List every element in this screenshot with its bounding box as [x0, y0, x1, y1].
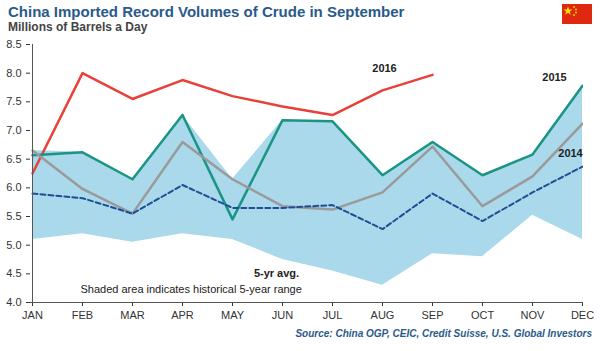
svg-text:AUG: AUG: [371, 309, 395, 321]
svg-text:MAR: MAR: [120, 309, 145, 321]
svg-text:2016: 2016: [372, 62, 396, 74]
svg-text:2014: 2014: [558, 147, 583, 159]
svg-text:8.5: 8.5: [6, 38, 21, 50]
svg-text:4.0: 4.0: [6, 296, 21, 308]
svg-text:JAN: JAN: [22, 309, 43, 321]
html-text:Millions of Barrels a Day: Millions of Barrels a Day: [8, 20, 148, 34]
svg-text:APR: APR: [171, 309, 194, 321]
svg-text:4.5: 4.5: [6, 267, 21, 279]
svg-text:5.0: 5.0: [6, 239, 21, 251]
svg-text:Shaded area indicates historic: Shaded area indicates historical 5-year …: [81, 283, 302, 295]
svg-text:5-yr avg.: 5-yr avg.: [254, 267, 299, 279]
svg-text:JUN: JUN: [272, 309, 293, 321]
svg-text:2015: 2015: [542, 71, 566, 83]
svg-text:OCT: OCT: [471, 309, 495, 321]
svg-text:DEC: DEC: [571, 309, 594, 321]
svg-text:NOV: NOV: [521, 309, 546, 321]
svg-text:MAY: MAY: [221, 309, 245, 321]
svg-text:7.0: 7.0: [6, 124, 21, 136]
svg-text:5.5: 5.5: [6, 210, 21, 222]
html-text:China Imported Record Volumes: China Imported Record Volumes of Crude i…: [8, 3, 405, 20]
svg-text:6.0: 6.0: [6, 181, 21, 193]
svg-text:8.0: 8.0: [6, 67, 21, 79]
html-text:Source: China OGP, CEIC, Credi: Source: China OGP, CEIC, Credit Suisse, …: [295, 328, 592, 339]
svg-text:6.5: 6.5: [6, 153, 21, 165]
svg-text:FEB: FEB: [72, 309, 93, 321]
svg-text:SEP: SEP: [421, 309, 443, 321]
svg-text:JUL: JUL: [323, 309, 343, 321]
svg-text:7.5: 7.5: [6, 95, 21, 107]
